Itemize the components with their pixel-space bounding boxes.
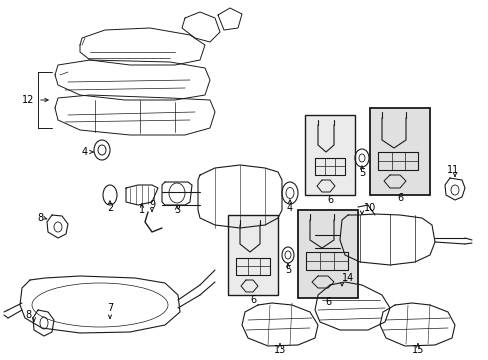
Bar xyxy=(369,108,429,195)
Text: 1: 1 xyxy=(139,205,145,215)
Text: 5: 5 xyxy=(285,265,290,275)
Text: 9: 9 xyxy=(149,200,155,210)
Text: 14: 14 xyxy=(341,273,353,283)
Text: 13: 13 xyxy=(273,345,285,355)
Text: 15: 15 xyxy=(411,345,423,355)
Text: 12: 12 xyxy=(22,95,34,105)
Text: 5: 5 xyxy=(358,168,365,178)
Text: 8: 8 xyxy=(25,310,31,320)
Text: 6: 6 xyxy=(396,193,402,203)
Text: 2: 2 xyxy=(107,203,113,213)
Bar xyxy=(305,115,354,195)
Text: 6: 6 xyxy=(249,295,256,305)
Text: 4: 4 xyxy=(82,147,88,157)
Text: 4: 4 xyxy=(286,203,292,213)
Text: 3: 3 xyxy=(174,205,180,215)
Text: 11: 11 xyxy=(446,165,458,175)
Text: 10: 10 xyxy=(363,203,375,213)
Text: 6: 6 xyxy=(326,195,332,205)
Text: 8: 8 xyxy=(37,213,43,223)
Text: 7: 7 xyxy=(107,303,113,313)
Bar xyxy=(227,215,278,295)
Bar xyxy=(297,210,357,298)
Text: 6: 6 xyxy=(324,297,330,307)
